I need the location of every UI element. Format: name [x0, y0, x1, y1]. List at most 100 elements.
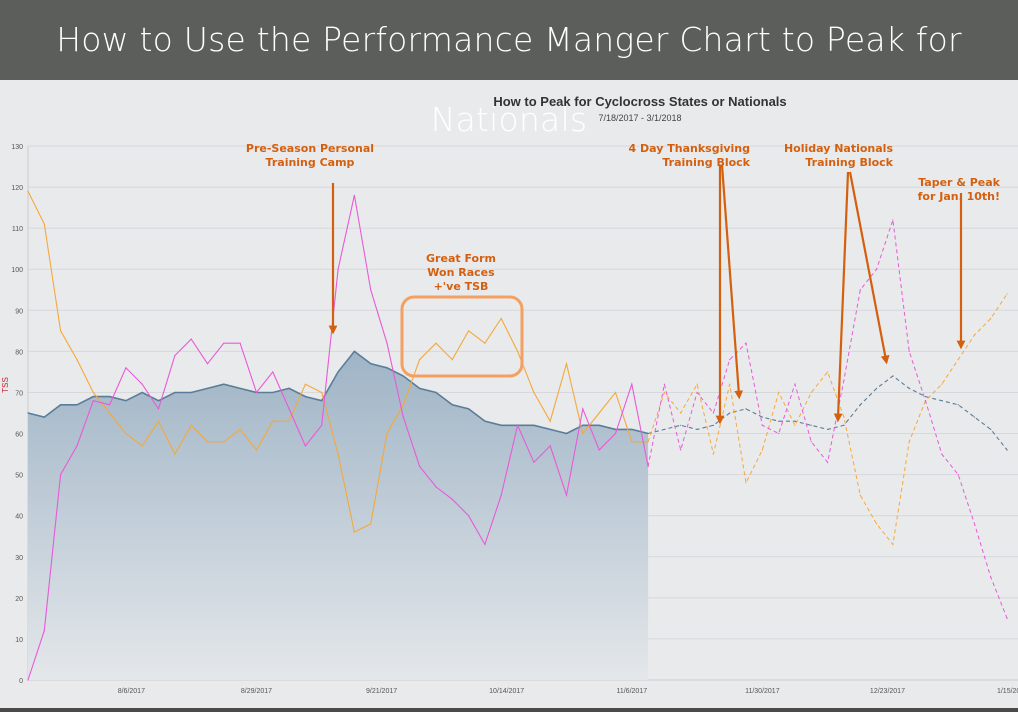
series-form-point [549, 420, 551, 422]
y-tick-label: 40 [15, 514, 23, 521]
series-form-point [500, 317, 502, 320]
annotation-arrow [848, 171, 890, 365]
y-tick-label: 60 [15, 432, 23, 439]
series-fatigue-point [565, 494, 568, 496]
series-fatigue-point [435, 486, 437, 488]
series-fitness-point [76, 404, 78, 406]
annotation-text: Training Block [805, 156, 893, 169]
series-form-point [614, 391, 617, 394]
annotation-text: Taper & Peak [918, 176, 1000, 189]
series-form-point [255, 449, 258, 451]
series-fatigue-point [549, 445, 551, 447]
series-form-point [810, 391, 812, 394]
series-fatigue-point [141, 383, 143, 385]
series-form-point [761, 449, 763, 451]
series-fatigue-point [174, 354, 176, 357]
series-fatigue-point [729, 359, 731, 361]
series-fitness-area [28, 351, 649, 680]
series-fitness-point [957, 404, 959, 406]
slide-bottom-bar [0, 708, 1018, 712]
series-layer [27, 190, 1008, 681]
series-form-point [402, 404, 404, 406]
annotation-text: for Jan. 10th! [918, 190, 1000, 203]
series-fatigue-point [794, 383, 796, 385]
series-fitness-point [924, 395, 927, 398]
series-fatigue-point [370, 289, 372, 291]
x-axis-ticks: 8/6/2017 8/29/2017 9/21/2017 10/14/2017 11/6… [118, 688, 1018, 695]
series-fitness-point [875, 387, 878, 389]
series-fitness-point [647, 432, 649, 435]
y-tick-label: 100 [11, 267, 23, 274]
series-fitness-point [125, 400, 127, 402]
series-fatigue-point [108, 404, 111, 406]
series-form-point [565, 363, 568, 365]
series-fitness-point [468, 408, 470, 410]
series-fitness-point [321, 400, 323, 402]
annotation-text: Training Block [662, 156, 750, 169]
annotation-text: 4 Day Thanksgiving [629, 142, 750, 155]
series-fitness-point [680, 424, 682, 426]
series-form-point [386, 432, 388, 435]
series-fatigue-point [696, 391, 698, 394]
y-tick-label: 0 [19, 678, 23, 685]
series-fitness-point [190, 391, 192, 394]
x-tick-label: 1/15/2018 [997, 688, 1018, 695]
series-fatigue-point [500, 494, 502, 496]
series-form-point [435, 342, 437, 344]
series-fatigue-point [745, 342, 747, 344]
series-fatigue-planned-line [647, 219, 1008, 619]
series-fatigue-point [304, 445, 307, 447]
series-fatigue-point [27, 679, 29, 681]
x-tick-label: 11/30/2017 [745, 688, 780, 695]
series-fitness-point [729, 412, 731, 414]
x-tick-label: 9/21/2017 [366, 688, 397, 695]
series-fatigue-point [761, 424, 763, 426]
series-form-point [794, 424, 796, 426]
annotation-text: Great Form [426, 252, 496, 265]
series-form-point [304, 383, 307, 385]
series-form-point [973, 334, 976, 336]
slide-title: How to Use the Performance Manger Chart … [0, 0, 1018, 139]
series-form-point [468, 330, 470, 332]
series-fatigue-point [60, 474, 62, 476]
series-fitness-point [223, 383, 225, 385]
series-form-point [76, 359, 78, 361]
series-form-point [60, 330, 62, 332]
annotation-text: Pre-Season Personal [246, 142, 374, 155]
series-fatigue-point [875, 268, 878, 270]
series-form-planned-line [647, 293, 1008, 546]
series-fatigue-point [647, 465, 649, 467]
series-form-point [484, 342, 486, 344]
series-fitness-point [712, 424, 714, 426]
x-tick-label: 10/14/2017 [489, 688, 524, 695]
series-fitness-point [435, 391, 437, 394]
series-fitness-point [386, 367, 388, 369]
annotation-arrow [720, 164, 744, 400]
series-fitness-point [1006, 449, 1008, 451]
series-form-point [272, 420, 274, 422]
series-fatigue-point [190, 338, 192, 340]
chart-subtitle: 7/18/2017 - 3/1/2018 [598, 113, 681, 123]
series-form-point [598, 412, 600, 414]
x-tick-label: 11/6/2017 [616, 688, 647, 695]
series-fitness-point [696, 428, 698, 431]
series-form-point [239, 428, 241, 431]
series-form-point [190, 424, 192, 426]
series-form-point [745, 482, 747, 484]
series-fitness-point [370, 363, 372, 365]
series-fitness-point [565, 432, 568, 435]
series-fatigue-point [614, 432, 617, 435]
series-form-point [631, 441, 633, 443]
y-tick-label: 90 [15, 308, 23, 315]
series-fitness-point [451, 404, 453, 406]
series-fatigue-point [990, 576, 992, 578]
series-fitness-point [859, 404, 861, 406]
y-axis-label: TSS [1, 377, 10, 393]
y-tick-label: 130 [11, 144, 23, 151]
series-fitness-point [402, 375, 404, 377]
series-fitness-point [663, 428, 666, 431]
series-form-point [516, 350, 519, 352]
chart-title: How to Peak for Cyclocross States or Nat… [493, 94, 786, 109]
y-tick-label: 120 [11, 185, 23, 192]
